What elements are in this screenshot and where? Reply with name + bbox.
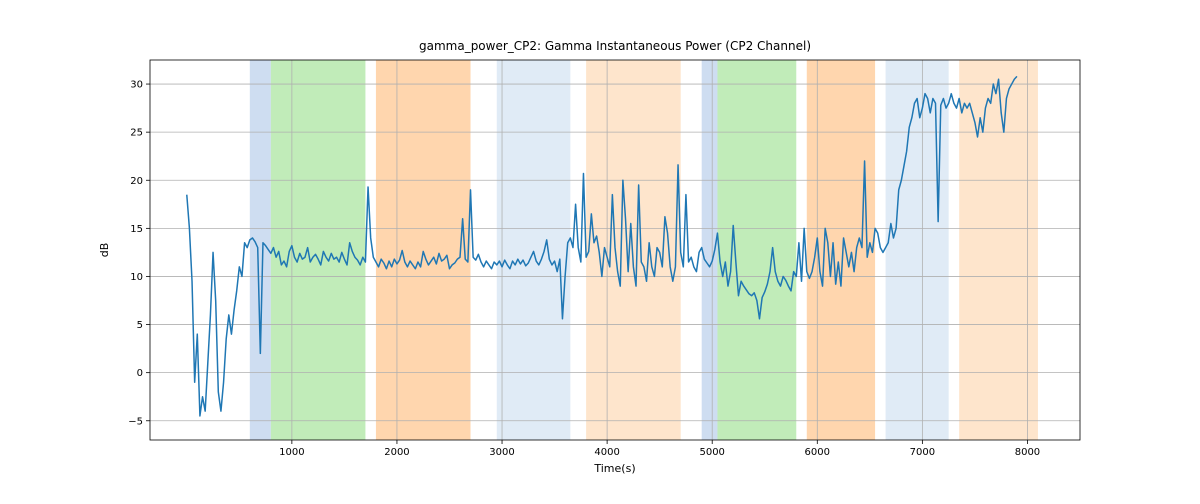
x-axis-label: Time(s) <box>593 462 635 475</box>
y-tick-label: 25 <box>130 128 143 139</box>
chart-container: 1000 2000 3000 4000 5000 6000 7000 8000 −5 0 5 10 1… <box>0 0 1200 500</box>
y-tick-label: 15 <box>130 224 143 235</box>
x-ticks: 1000 2000 3000 4000 5000 6000 7000 8000 <box>279 440 1040 458</box>
x-tick-label: 5000 <box>699 447 724 458</box>
y-axis-label: dB <box>98 243 111 258</box>
x-tick-label: 2000 <box>384 447 409 458</box>
x-tick-label: 8000 <box>1015 447 1040 458</box>
shaded-region <box>717 60 796 440</box>
shaded-region <box>586 60 681 440</box>
x-tick-label: 1000 <box>279 447 304 458</box>
shaded-region <box>886 60 949 440</box>
y-tick-label: 30 <box>130 80 143 91</box>
y-tick-label: −5 <box>128 416 143 427</box>
shaded-region <box>497 60 571 440</box>
shaded-region <box>959 60 1038 440</box>
y-tick-label: 0 <box>137 368 143 379</box>
y-tick-label: 10 <box>130 272 143 283</box>
chart-title: gamma_power_CP2: Gamma Instantaneous Pow… <box>419 39 811 53</box>
y-ticks: −5 0 5 10 15 20 25 30 <box>128 80 150 428</box>
x-tick-label: 4000 <box>594 447 619 458</box>
x-tick-label: 7000 <box>910 447 935 458</box>
shaded-region <box>376 60 471 440</box>
y-tick-label: 20 <box>130 176 143 187</box>
x-tick-label: 6000 <box>805 447 830 458</box>
x-tick-label: 3000 <box>489 447 514 458</box>
y-tick-label: 5 <box>137 320 143 331</box>
chart-svg: 1000 2000 3000 4000 5000 6000 7000 8000 −5 0 5 10 1… <box>0 0 1200 500</box>
